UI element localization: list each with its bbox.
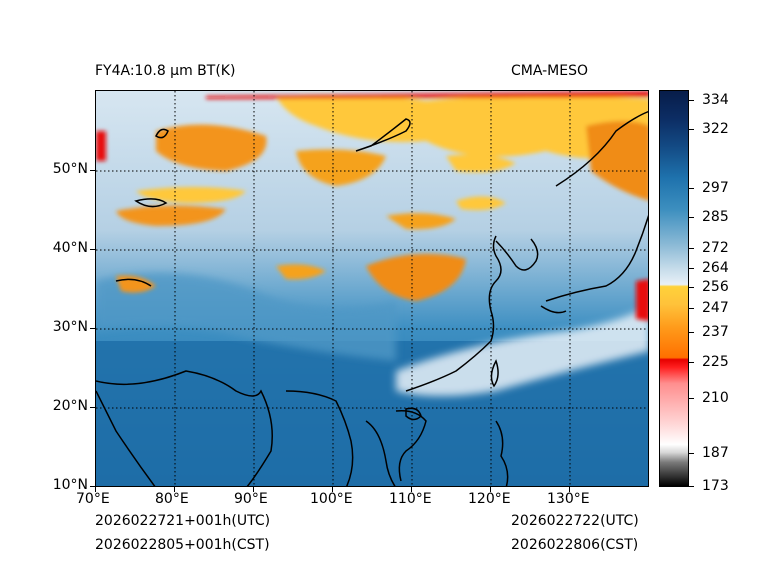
x-tick-label: 80°E [155, 491, 189, 507]
colorbar-tick-label: 247 [702, 300, 729, 316]
model-label: CMA-MESO [511, 63, 589, 79]
plateau-region [96, 273, 396, 361]
xtick-mark [332, 487, 333, 492]
colorbar-tick-label: 173 [702, 478, 729, 494]
colorbar-tick-mark [689, 308, 694, 309]
colorbar-tick-mark [689, 287, 694, 288]
colorbar-tick-label: 187 [702, 445, 729, 461]
xtick-mark [95, 487, 96, 492]
valid-time-cst: 2026022806(CST) [511, 537, 639, 553]
x-tick-label: 110°E [389, 491, 432, 507]
y-tick-label: 10°N [52, 477, 88, 493]
coastlines [96, 110, 648, 486]
colorbar-tick-label: 210 [702, 390, 729, 406]
colorbar-tick-mark [689, 486, 694, 487]
map-title: FY4A:10.8 µm BT(K) [95, 63, 236, 79]
init-time-utc: 2026022721+001h(UTC) [95, 513, 271, 529]
colorbar-tick-label: 334 [702, 92, 729, 108]
colorbar-tick-mark [689, 129, 694, 130]
xtick-mark [253, 487, 254, 492]
xtick-mark [174, 487, 175, 492]
colorbar-tick-mark [689, 453, 694, 454]
ytick-mark [90, 486, 95, 487]
x-tick-label: 70°E [76, 491, 110, 507]
x-tick-label: 90°E [234, 491, 268, 507]
colorbar-tick-label: 285 [702, 209, 729, 225]
ytick-mark [90, 328, 95, 329]
xtick-mark [569, 487, 570, 492]
xtick-mark [411, 487, 412, 492]
ytick-mark [90, 249, 95, 250]
colorbar-tick-mark [689, 217, 694, 218]
colorbar-tick-mark [689, 398, 694, 399]
y-tick-label: 40°N [52, 240, 88, 256]
xtick-mark [490, 487, 491, 492]
colorbar-tick-label: 322 [702, 121, 729, 137]
colorbar-tick-mark [689, 362, 694, 363]
colorbar-tick-label: 225 [702, 354, 729, 370]
cold-cloud-tops [96, 91, 648, 321]
valid-time-utc: 2026022722(UTC) [511, 513, 639, 529]
x-tick-label: 120°E [468, 491, 511, 507]
y-tick-label: 50°N [52, 161, 88, 177]
y-tick-label: 30°N [52, 319, 88, 335]
graticule [96, 91, 648, 486]
colorbar-tick-mark [689, 332, 694, 333]
colorbar-tick-mark [689, 100, 694, 101]
colorbar-tick-label: 297 [702, 180, 729, 196]
colorbar-tick-mark [689, 188, 694, 189]
colorbar-tick-label: 237 [702, 324, 729, 340]
map-svg [96, 91, 648, 486]
ytick-mark [90, 407, 95, 408]
colorbar-tick-mark [689, 268, 694, 269]
y-tick-label: 20°N [52, 398, 88, 414]
colorbar-tick-mark [689, 248, 694, 249]
ytick-mark [90, 170, 95, 171]
x-tick-label: 100°E [310, 491, 353, 507]
colorbar-tick-label: 256 [702, 279, 729, 295]
colorbar-tick-label: 264 [702, 260, 729, 276]
x-tick-label: 130°E [547, 491, 590, 507]
colorbar-tick-label: 272 [702, 240, 729, 256]
init-time-cst: 2026022805+001h(CST) [95, 537, 270, 553]
colorbar [659, 90, 689, 487]
satellite-map [95, 90, 649, 487]
